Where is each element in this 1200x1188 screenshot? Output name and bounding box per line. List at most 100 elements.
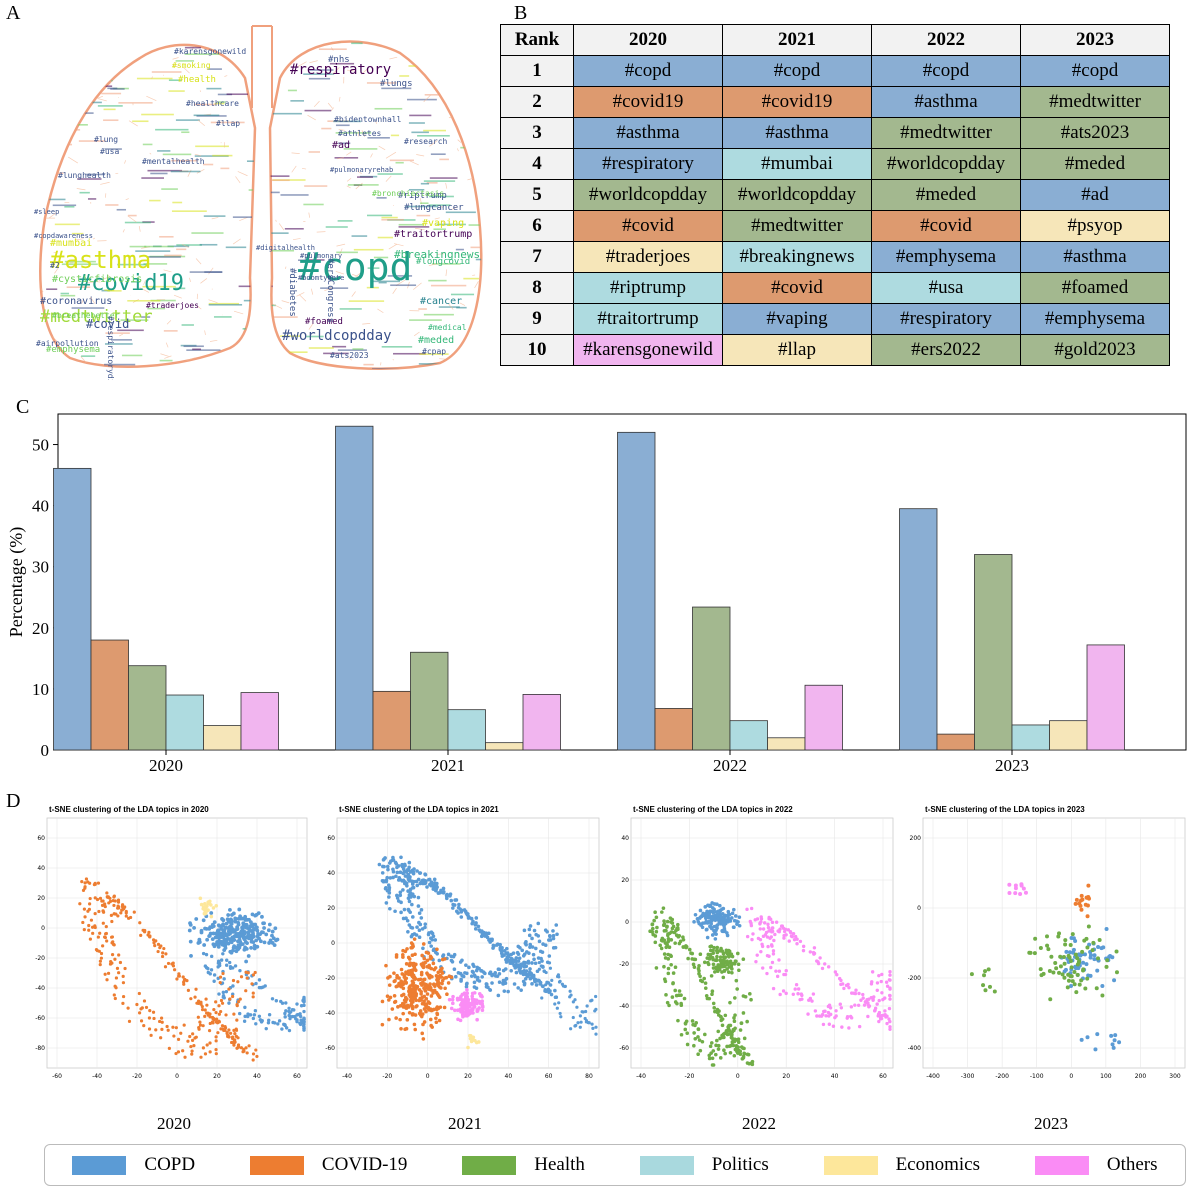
tsne-point — [455, 1008, 460, 1013]
tsne-point — [436, 977, 441, 981]
tsne-point — [554, 923, 559, 927]
tsne-point — [711, 1063, 716, 1067]
tsne-point — [834, 1014, 838, 1018]
tsne-point — [520, 948, 525, 953]
tsne-point — [697, 1038, 702, 1042]
filler-word — [76, 60, 93, 63]
cloud-word: #covid — [86, 317, 129, 331]
filler-word — [172, 201, 183, 204]
tsne-point — [533, 961, 538, 966]
panel-letter-a: A — [6, 2, 21, 24]
tsne-point — [401, 888, 405, 892]
tsne-point — [427, 974, 431, 979]
tsne-point — [888, 997, 892, 1001]
tsne-point — [402, 907, 407, 912]
filler-word — [390, 134, 400, 137]
tsne-point — [885, 1014, 889, 1018]
tsne-point — [1063, 938, 1068, 943]
tsne-point — [426, 987, 431, 991]
filler-word — [165, 38, 193, 40]
tsne-point — [667, 931, 672, 936]
filler-word — [135, 250, 171, 252]
filler-word — [303, 73, 335, 75]
filler-word — [194, 155, 229, 157]
bar-covid-19 — [936, 733, 975, 751]
tsne-point — [241, 1050, 245, 1054]
tsne-point — [124, 914, 128, 918]
filler-word — [418, 308, 427, 310]
filler-vessel — [308, 323, 313, 330]
tsne-point — [725, 1044, 729, 1049]
tsne-point — [557, 980, 562, 984]
filler-word — [103, 108, 116, 111]
filler-word — [395, 161, 404, 164]
tsne-point — [387, 1017, 391, 1022]
cloud-word: #breathebetter — [52, 311, 120, 320]
tsne-point — [430, 931, 435, 936]
tsne-y-tick: 20 — [37, 895, 45, 902]
tsne-point — [703, 981, 708, 985]
lung-wordcloud: #copd#asthma#covid19#respiratory#medtwit… — [34, 25, 483, 380]
tsne-point — [816, 961, 821, 966]
tsne-point — [88, 937, 92, 941]
tsne-point — [417, 935, 422, 939]
tsne-point — [454, 974, 458, 979]
tsne-point — [430, 974, 434, 979]
tsne-point — [227, 987, 231, 991]
tsne-point — [212, 920, 217, 925]
tsne-point — [718, 955, 723, 959]
x-axis-ticks: 2020 2021 2022 2023 — [149, 750, 1029, 775]
filler-word — [54, 223, 80, 226]
tsne-point — [713, 937, 718, 941]
filler-vessel — [332, 67, 340, 75]
filler-word — [348, 300, 385, 302]
tsne-point — [1007, 890, 1012, 895]
filler-vessel — [429, 140, 438, 147]
filler-vessel — [211, 217, 219, 220]
tsne-point — [1086, 973, 1091, 978]
bar-covid-19 — [372, 690, 411, 751]
tsne-title: t-SNE clustering of the LDA topics in 20… — [633, 805, 793, 814]
tsne-point — [253, 925, 258, 930]
filler-word — [157, 150, 171, 152]
tsne-point — [514, 970, 519, 975]
filler-word — [213, 316, 232, 318]
filler-word — [398, 223, 424, 226]
tsne-point — [1117, 1040, 1122, 1045]
tsne-point — [839, 1006, 844, 1010]
filler-word — [214, 102, 225, 105]
tsne-point — [199, 1000, 203, 1004]
tsne-point — [220, 1024, 225, 1028]
tsne-point — [650, 930, 655, 934]
tsne-point — [464, 996, 469, 1001]
tsne-point — [127, 1019, 132, 1023]
tsne-point — [1104, 926, 1109, 931]
tsne-point — [710, 955, 715, 960]
tsne-point — [437, 981, 441, 985]
tsne-point — [199, 1055, 203, 1059]
hashtag-cell: #worldcopdday — [722, 179, 872, 211]
filler-word — [248, 189, 262, 191]
tsne-y-tick: -20 — [619, 961, 629, 968]
filler-vessel — [313, 100, 320, 108]
hashtag-cell: #covid19 — [722, 86, 872, 118]
tsne-point — [111, 940, 115, 944]
tsne-point — [1093, 1047, 1098, 1052]
tsne-y-tick: 0 — [625, 919, 629, 926]
tsne-point — [867, 1005, 871, 1009]
filler-word — [210, 121, 245, 124]
tsne-point — [479, 934, 484, 939]
tsne-point — [711, 951, 716, 955]
tsne-point — [1023, 890, 1028, 895]
tsne-point — [267, 922, 272, 927]
tsne-point — [407, 877, 412, 882]
tsne-point — [222, 927, 227, 932]
tsne-point — [245, 976, 249, 980]
tsne-point — [399, 967, 404, 972]
filler-word — [191, 232, 224, 234]
filler-vessel — [370, 153, 373, 158]
tsne-point — [432, 982, 436, 986]
tsne-point — [244, 925, 248, 930]
filler-word — [334, 157, 359, 159]
tsne-point — [449, 898, 454, 903]
